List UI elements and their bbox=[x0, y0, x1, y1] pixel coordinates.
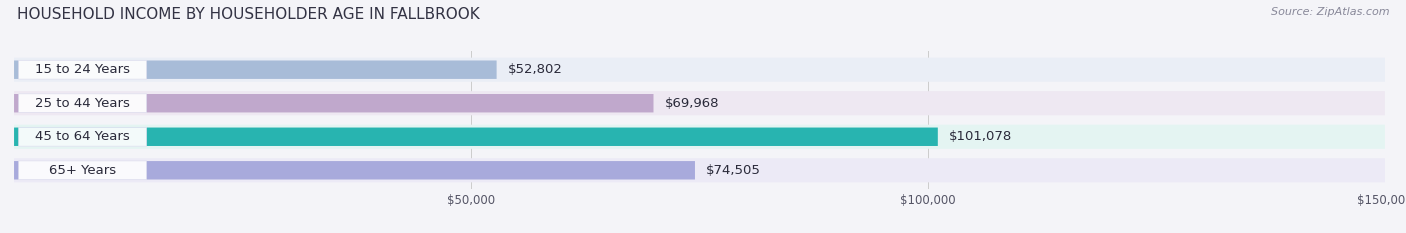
Text: $74,505: $74,505 bbox=[706, 164, 761, 177]
Text: $52,802: $52,802 bbox=[508, 63, 562, 76]
FancyBboxPatch shape bbox=[14, 91, 1385, 115]
FancyBboxPatch shape bbox=[14, 125, 1385, 149]
Text: $101,078: $101,078 bbox=[949, 130, 1012, 143]
Text: 25 to 44 Years: 25 to 44 Years bbox=[35, 97, 129, 110]
FancyBboxPatch shape bbox=[14, 127, 938, 146]
Text: 45 to 64 Years: 45 to 64 Years bbox=[35, 130, 129, 143]
FancyBboxPatch shape bbox=[14, 158, 1385, 182]
FancyBboxPatch shape bbox=[14, 58, 1385, 82]
Text: Source: ZipAtlas.com: Source: ZipAtlas.com bbox=[1271, 7, 1389, 17]
FancyBboxPatch shape bbox=[14, 161, 695, 179]
FancyBboxPatch shape bbox=[18, 127, 146, 146]
FancyBboxPatch shape bbox=[14, 94, 654, 113]
Text: HOUSEHOLD INCOME BY HOUSEHOLDER AGE IN FALLBROOK: HOUSEHOLD INCOME BY HOUSEHOLDER AGE IN F… bbox=[17, 7, 479, 22]
FancyBboxPatch shape bbox=[18, 161, 146, 180]
FancyBboxPatch shape bbox=[14, 61, 496, 79]
Text: 15 to 24 Years: 15 to 24 Years bbox=[35, 63, 131, 76]
Text: $69,968: $69,968 bbox=[665, 97, 718, 110]
FancyBboxPatch shape bbox=[18, 60, 146, 79]
Text: 65+ Years: 65+ Years bbox=[49, 164, 117, 177]
FancyBboxPatch shape bbox=[18, 94, 146, 113]
